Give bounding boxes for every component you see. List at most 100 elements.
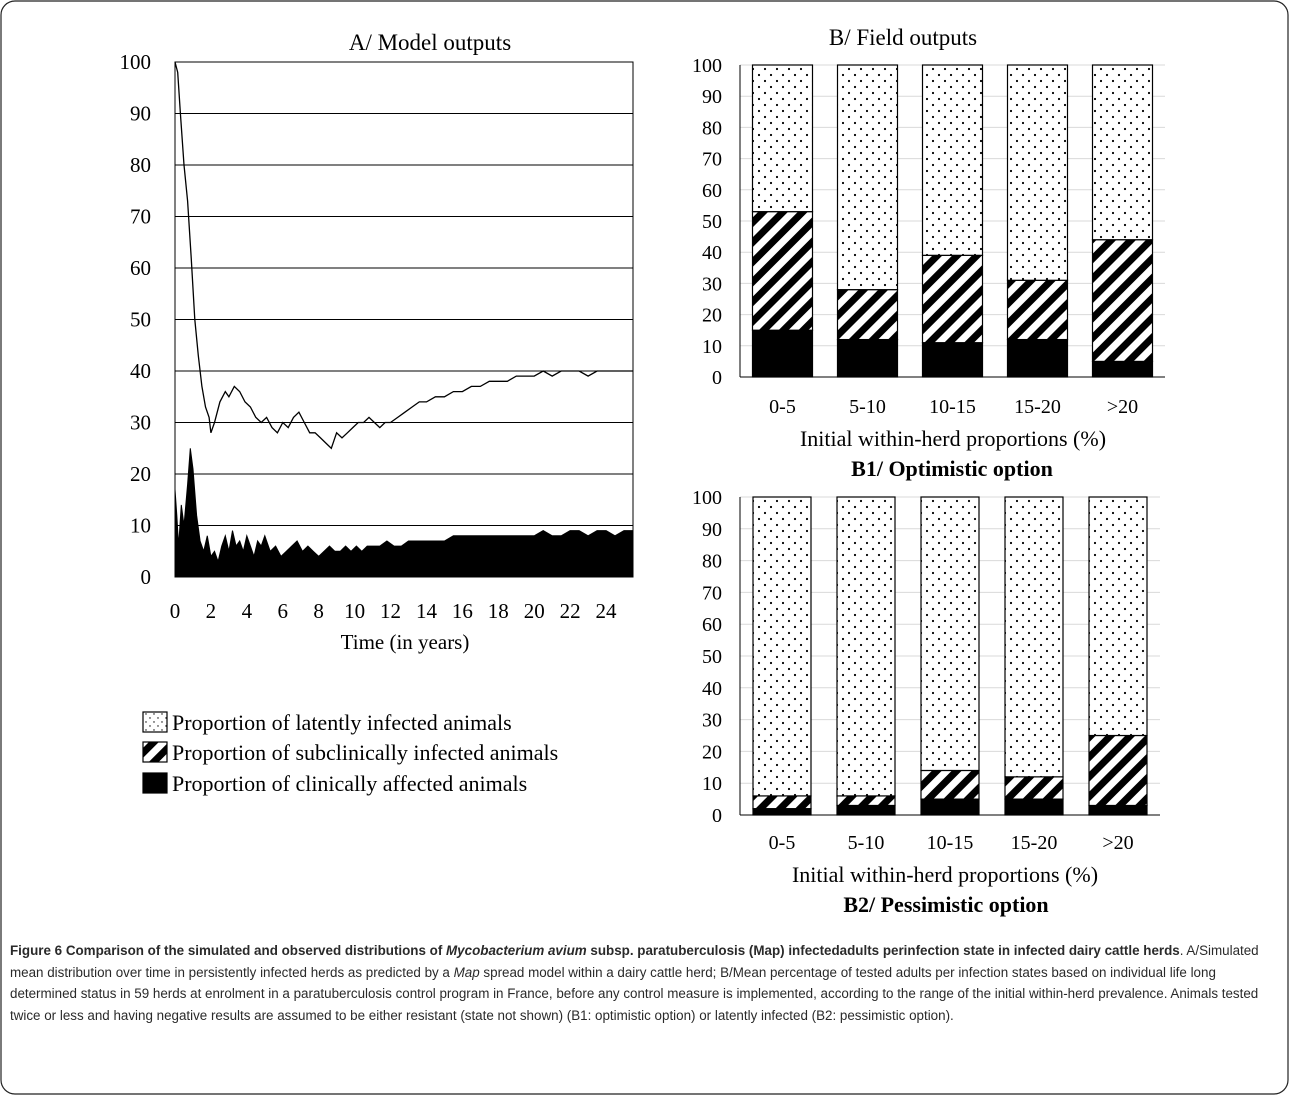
chartb2-x-tick-label: >20 <box>1102 832 1133 854</box>
chartb2-y-tick-label: 40 <box>702 678 722 700</box>
chart-b2-pessimistic: 0 10 20 30 40 50 60 70 80 90 100 0-5 5-10 10-15 15-20… <box>692 487 1160 917</box>
chartb1-y-tick-label: 30 <box>702 273 722 295</box>
chartb1-y-tick-label: 10 <box>702 336 722 358</box>
chartb2-y-tick-label: 70 <box>702 582 722 604</box>
chart-b2-y-tick-labels: 0 10 20 30 40 50 60 70 80 90 100 <box>692 487 722 827</box>
chartb2-bar-clinical <box>836 804 896 816</box>
chart-a-x-tick-label: 14 <box>416 599 438 623</box>
chart-a-x-tick-label: 4 <box>242 599 253 623</box>
chart-a-x-tick-label: 8 <box>313 599 324 623</box>
chartb2-bar-clinical <box>752 808 812 816</box>
chart-a-x-tick-label: 22 <box>560 599 581 623</box>
chartb1-y-tick-label: 40 <box>702 242 722 264</box>
caption-title-part-2: subsp. paratuberculosis (Map) infectedad… <box>590 943 1180 958</box>
chartb1-y-tick-label: 90 <box>702 86 722 108</box>
chartb1-bar-subclinical <box>921 254 984 344</box>
chartb1-bar-clinical <box>751 329 814 378</box>
chart-b1-x-tick-labels: 0-5 5-10 10-15 15-20 >20 <box>769 396 1138 418</box>
caption-title-italic: Mycobacterium avium <box>446 943 587 958</box>
chartb2-bar-latent <box>1088 496 1148 737</box>
chartb1-bar-latent <box>836 64 899 291</box>
chartb2-x-tick-label: 5-10 <box>848 832 885 854</box>
chart-a-x-tick-label: 6 <box>278 599 289 623</box>
chart-a-y-tick-label: 10 <box>130 514 151 538</box>
chartb1-bar-latent <box>751 64 814 213</box>
chartb1-bar-clinical <box>836 338 899 378</box>
chart-a-y-tick-label: 20 <box>130 462 151 486</box>
chart-a-x-tick-label: 20 <box>524 599 545 623</box>
chartb1-bar-clinical <box>1006 338 1069 378</box>
chartb1-x-tick-label: >20 <box>1107 396 1138 418</box>
chart-a-y-tick-labels: 0 10 20 30 40 50 60 70 80 90 100 <box>120 50 152 589</box>
chartb1-y-tick-label: 80 <box>702 117 722 139</box>
chartb2-y-tick-label: 80 <box>702 551 722 573</box>
caption-title-part-1: Comparison of the simulated and observed… <box>65 943 443 958</box>
chart-b1-bars <box>751 64 1154 378</box>
chartb1-bar-subclinical <box>1006 279 1069 341</box>
chart-b2-x-tick-labels: 0-5 5-10 10-15 15-20 >20 <box>769 832 1134 854</box>
chartb2-y-tick-label: 100 <box>692 487 722 509</box>
chartb2-bar-subclinical <box>752 795 812 810</box>
chartb2-y-tick-label: 0 <box>712 805 722 827</box>
figure-caption: Figure 6 Comparison of the simulated and… <box>10 940 1275 1026</box>
chartb2-bar-subclinical <box>1004 776 1064 800</box>
chartb1-bar-latent <box>921 64 984 256</box>
chartb2-bar-latent <box>1004 496 1064 778</box>
chart-b2-bars <box>752 496 1148 816</box>
chartb2-bar-subclinical <box>1088 734 1148 807</box>
chart-a-model-outputs: A/ Model outputs 0102030405060708090100 … <box>120 30 634 654</box>
chartb2-bar-latent <box>752 496 812 797</box>
chartb1-y-tick-label: 50 <box>702 211 722 233</box>
chartb1-x-tick-label: 15-20 <box>1014 396 1061 418</box>
chart-a-y-tick-label: 30 <box>130 411 151 435</box>
legend-label-clinical: Proportion of clinically affected animal… <box>172 771 527 796</box>
chartb2-y-tick-label: 20 <box>702 741 722 763</box>
chartb2-y-tick-label: 60 <box>702 614 722 636</box>
chart-b1-x-axis-label: Initial within-herd proportions (%) <box>800 426 1106 451</box>
caption-body-part-2: spread model within a dairy cattle herd;… <box>10 964 1259 1023</box>
chartb1-bar-subclinical <box>751 211 814 331</box>
chart-a-x-tick-label: 2 <box>206 599 217 623</box>
chartb1-y-tick-label: 100 <box>692 55 722 77</box>
chartb1-bar-latent <box>1006 64 1069 281</box>
chartb1-y-tick-label: 0 <box>712 367 722 389</box>
chartb1-y-tick-label: 70 <box>702 149 722 171</box>
caption-body-part-1: . A/Simulated mean distribution over tim… <box>10 943 1259 980</box>
chartb1-y-tick-label: 60 <box>702 180 722 202</box>
chartb2-bar-clinical <box>1088 804 1148 816</box>
chart-a-x-tick-label: 18 <box>488 599 509 623</box>
chart-a-y-tick-label: 90 <box>130 102 151 126</box>
chart-a-y-tick-label: 50 <box>130 308 151 332</box>
chart-b-title: B/ Field outputs <box>829 25 977 50</box>
chartb2-y-tick-label: 10 <box>702 773 722 795</box>
chartb2-y-tick-label: 90 <box>702 519 722 541</box>
chart-a-y-tick-label: 100 <box>120 50 152 74</box>
chartb1-x-tick-label: 0-5 <box>769 396 796 418</box>
chart-a-gridlines <box>174 61 634 578</box>
chart-a-series <box>174 61 634 578</box>
legend-swatch-clinical <box>142 772 168 794</box>
chart-b1-subtitle: B1/ Optimistic option <box>851 456 1053 481</box>
chartb2-y-tick-label: 30 <box>702 710 722 732</box>
legend-label-subclinical: Proportion of subclinically infected ani… <box>172 740 558 765</box>
chart-a-x-tick-label: 10 <box>344 599 365 623</box>
chart-a-x-tick-labels: 0 2 4 6 8 10 12 14 16 18 20 22 24 <box>170 599 617 623</box>
chart-a-series-subclinical-line <box>174 61 633 450</box>
chartb2-bar-subclinical <box>836 795 896 807</box>
chart-a-series-clinical-area <box>174 448 634 578</box>
chart-b1-optimistic: B/ Field outputs 0102030405060708090100 … <box>692 25 1165 481</box>
legend-swatch-latent <box>142 711 168 733</box>
chartb2-bar-latent <box>920 496 980 772</box>
chartb1-bar-latent <box>1091 64 1154 241</box>
chartb1-x-tick-label: 5-10 <box>849 396 886 418</box>
chart-a-x-tick-label: 0 <box>170 599 181 623</box>
chartb1-x-tick-label: 10-15 <box>929 396 976 418</box>
chartb1-bar-clinical <box>1091 360 1154 378</box>
chart-a-y-tick-label: 70 <box>130 205 151 229</box>
chart-a-y-tick-label: 80 <box>130 153 151 177</box>
chartb1-bar-clinical <box>921 342 984 378</box>
chartb1-bar-subclinical <box>1091 239 1154 363</box>
chartb2-x-tick-label: 10-15 <box>927 832 974 854</box>
chartb2-y-tick-label: 50 <box>702 646 722 668</box>
